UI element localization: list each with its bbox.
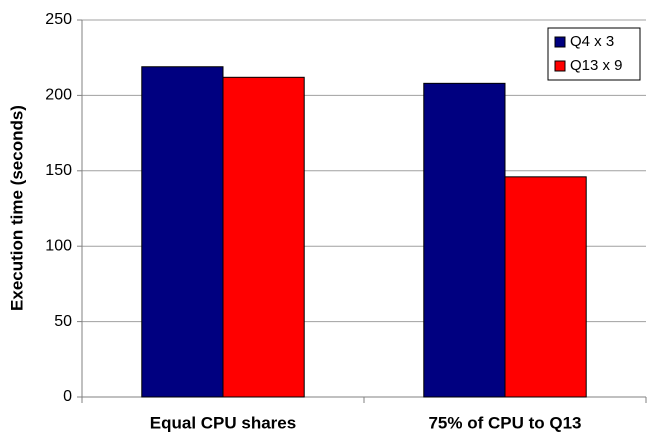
legend-label: Q13 x 9 <box>570 57 623 74</box>
legend-swatch <box>554 60 566 72</box>
legend-label: Q4 x 3 <box>570 33 614 50</box>
y-tick-label: 250 <box>45 11 72 28</box>
bar <box>141 66 224 398</box>
x-tick-label: Equal CPU shares <box>150 413 296 432</box>
y-tick-label: 50 <box>54 313 72 330</box>
y-tick-label: 100 <box>45 237 72 254</box>
bar <box>504 176 587 398</box>
y-axis-label: Execution time (seconds) <box>7 105 26 311</box>
x-tick-label: 75% of CPU to Q13 <box>428 413 581 432</box>
legend-swatch <box>554 36 566 48</box>
y-tick-label: 0 <box>63 388 72 405</box>
y-tick-label: 200 <box>45 87 72 104</box>
bar <box>222 76 305 398</box>
bar <box>423 82 506 398</box>
y-tick-label: 150 <box>45 162 72 179</box>
